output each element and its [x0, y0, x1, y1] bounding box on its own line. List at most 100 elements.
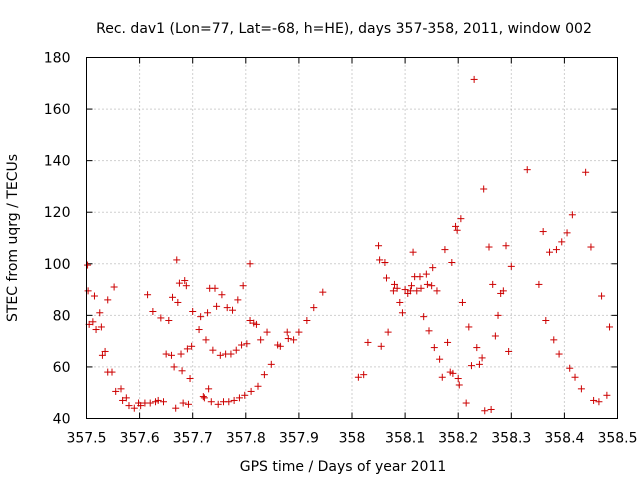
data-point: [149, 307, 157, 315]
data-point: [97, 323, 105, 331]
data-point: [199, 393, 207, 401]
data-point: [177, 350, 185, 358]
data-point: [183, 345, 191, 353]
data-point: [563, 229, 571, 237]
data-point: [360, 371, 368, 379]
data-point: [467, 362, 475, 370]
data-point: [283, 328, 291, 336]
data-point: [390, 280, 398, 288]
data-point: [205, 385, 213, 393]
data-point: [555, 350, 563, 358]
data-point: [487, 405, 495, 413]
data-point: [566, 364, 574, 372]
data-point: [89, 318, 97, 326]
data-point: [263, 328, 271, 336]
y-tick-label: 40: [53, 412, 71, 428]
data-point: [436, 355, 444, 363]
data-point: [170, 363, 178, 371]
data-point: [354, 373, 362, 381]
data-point: [507, 262, 515, 270]
data-point: [422, 270, 430, 278]
data-point: [104, 296, 112, 304]
data-point: [227, 350, 235, 358]
data-point: [377, 342, 385, 350]
data-point: [181, 277, 189, 285]
data-point: [595, 398, 603, 406]
data-point: [229, 306, 237, 314]
data-point: [154, 396, 162, 404]
data-point: [407, 282, 415, 290]
data-point: [246, 317, 254, 325]
data-point: [535, 280, 543, 288]
data-point: [383, 274, 391, 282]
data-point: [92, 326, 100, 334]
data-point: [178, 367, 186, 375]
data-points: [84, 75, 614, 415]
data-point: [381, 258, 389, 266]
data-point: [257, 336, 265, 344]
data-point: [429, 264, 437, 272]
data-point: [119, 396, 127, 404]
data-point: [235, 394, 243, 402]
data-point: [505, 347, 513, 355]
data-point: [449, 369, 457, 377]
data-point: [398, 309, 406, 317]
data-point: [173, 256, 181, 264]
data-point: [137, 402, 145, 410]
data-point: [186, 375, 194, 383]
data-point: [122, 394, 130, 402]
data-point: [571, 373, 579, 381]
plot-frame: [86, 57, 618, 419]
x-tick-label: 358.4: [544, 431, 584, 447]
data-point: [444, 338, 452, 346]
chart-title: Rec. dav1 (Lon=77, Lat=-68, h=HE), days …: [96, 21, 592, 37]
y-axis-label: STEC from uqrg / TECUs: [5, 154, 21, 322]
x-tick-label: 358: [339, 431, 366, 447]
data-point: [458, 298, 466, 306]
data-point: [175, 279, 183, 287]
data-point: [438, 373, 446, 381]
data-point: [423, 280, 431, 288]
data-point: [239, 282, 247, 290]
data-point: [188, 342, 196, 350]
data-point: [406, 287, 414, 295]
data-point: [260, 371, 268, 379]
x-tick-labels: 357.5 357.6 357.7 357.8 357.9 358 358.1 358.2 35…: [66, 431, 637, 447]
data-point: [603, 391, 611, 399]
data-point: [568, 211, 576, 219]
data-point: [473, 344, 481, 352]
data-point: [189, 307, 197, 315]
data-point: [174, 298, 182, 306]
data-point: [238, 341, 246, 349]
x-tick-label: 357.9: [279, 431, 319, 447]
data-point: [110, 283, 118, 291]
data-point: [465, 323, 473, 331]
data-point: [457, 215, 465, 223]
data-point: [295, 328, 303, 336]
data-point: [159, 398, 167, 406]
data-point: [310, 304, 318, 312]
data-point: [169, 293, 177, 301]
data-point: [475, 360, 483, 368]
data-point: [167, 351, 175, 359]
data-point: [384, 328, 392, 336]
data-point: [542, 317, 550, 325]
data-point: [144, 291, 152, 299]
data-point: [276, 342, 284, 350]
data-point: [130, 404, 138, 412]
data-point: [590, 396, 598, 404]
data-point: [211, 284, 219, 292]
data-point: [202, 336, 210, 344]
y-tick-label: 60: [53, 360, 71, 376]
data-point: [577, 385, 585, 393]
data-point: [417, 284, 425, 292]
data-point: [209, 346, 217, 354]
data-point: [319, 288, 327, 296]
data-point: [216, 351, 224, 359]
data-point: [441, 246, 449, 254]
data-point: [491, 332, 499, 340]
data-point: [179, 399, 187, 407]
data-point: [552, 246, 560, 254]
x-tick-label: 357.7: [173, 431, 213, 447]
